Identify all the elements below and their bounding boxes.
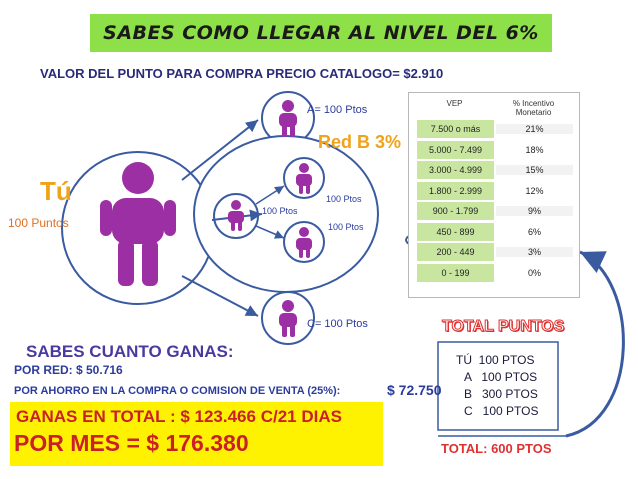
tu-person-icon (100, 162, 176, 286)
points-item-b: B 300 PTOS (464, 387, 538, 401)
vep-cell: 3.000 - 4.999 (417, 161, 494, 180)
table-row: 7.500 o más 21% (415, 119, 573, 140)
arrow-b-bottom (255, 225, 285, 239)
vep-cell: 5.000 - 7.499 (417, 140, 494, 159)
b-center-points: 100 Ptos (262, 206, 298, 216)
points-item-a: A 100 PTOS (464, 370, 538, 384)
table-row: 5.000 - 7.499 18% (415, 140, 573, 161)
tu-points: 100 Puntos (8, 216, 69, 230)
earnings-highlight-box (10, 402, 383, 466)
b-top-points: 100 Ptos (326, 194, 362, 204)
b-center-person-icon (228, 200, 244, 231)
incentive-cell: 15% (496, 165, 573, 176)
points-item-c: C 100 PTOS (464, 404, 539, 418)
incentive-table: VEP % Incentivo Monetario 7.500 o más 21%… (408, 92, 580, 298)
incentive-cell: 3% (496, 247, 573, 258)
red-b-label: Red B 3% (318, 132, 402, 152)
points-item-tu: TÚ 100 PTOS (456, 353, 535, 367)
table-header: VEP % Incentivo Monetario (415, 97, 573, 119)
monthly-earnings-line: POR MES = $ 176.380 (14, 430, 249, 456)
b-top-person-icon (296, 163, 312, 194)
vep-cell: 7.500 o más (417, 120, 494, 139)
table-row: 3.000 - 4.999 15% (415, 160, 573, 181)
table-row-highlighted: 450 - 899 6% (415, 222, 573, 243)
b-bottom-person-icon (296, 227, 312, 258)
curved-arrow (565, 250, 625, 438)
incentive-cell: 6% (527, 226, 541, 237)
table-row: 0 - 199 0% (415, 263, 573, 284)
c-person-icon (279, 300, 297, 337)
incentive-cell: 12% (525, 185, 544, 196)
incentive-cell: 0% (527, 267, 541, 278)
tu-label: Tú (40, 176, 72, 206)
vep-cell: 1.800 - 2.999 (417, 181, 494, 200)
b-bottom-points: 100 Ptos (328, 222, 364, 232)
incentive-cell: 18% (525, 144, 544, 155)
table-header-vep: VEP (446, 99, 463, 108)
a-points-label: A= 100 Ptos (307, 104, 368, 116)
total-box-border (437, 341, 559, 431)
earnings-question: SABES CUANTO GANAS: (26, 342, 234, 361)
vep-cell: 450 - 899 (417, 222, 494, 241)
c-points-label: C= 100 Ptos (307, 318, 368, 330)
incentive-cell: 21% (496, 124, 573, 135)
total-puntos-list: TÚ 100 PTOS A 100 PTOS B 300 PTOS C 100 … (456, 352, 538, 420)
vep-cell: 200 - 449 (417, 243, 494, 262)
savings-amount: $ 72.750 (387, 382, 442, 398)
vep-cell: 0 - 199 (417, 263, 494, 282)
vep-cell: 900 - 1.799 (417, 202, 494, 221)
arrow-to-a (181, 119, 259, 181)
arrow-to-c (181, 275, 259, 317)
table-header-incentive: % Incentivo Monetario (512, 99, 555, 117)
table-row: 1.800 - 2.999 12% (415, 181, 573, 202)
arrow-b-top (255, 185, 285, 205)
total-puntos-title: TOTAL PUNTOS (441, 318, 565, 336)
network-earnings: POR RED: $ 50.716 (14, 363, 123, 377)
total-points-final: TOTAL: 600 PTOS (441, 441, 552, 456)
incentive-cell: 9% (496, 206, 573, 217)
a-person-icon (279, 100, 297, 137)
savings-label: POR AHORRO EN LA COMPRA O COMISION DE VE… (14, 385, 341, 397)
point-value-subtitle: VALOR DEL PUNTO PARA COMPRA PRECIO CATAL… (40, 66, 444, 81)
title-banner: SABES COMO LLEGAR AL NIVEL DEL 6% (90, 14, 552, 52)
page-title: SABES COMO LLEGAR AL NIVEL DEL 6% (103, 22, 539, 44)
table-row: 200 - 449 3% (415, 242, 573, 263)
table-row: 900 - 1.799 9% (415, 201, 573, 222)
total-earnings-line: GANAS EN TOTAL : $ 123.466 C/21 DIAS (16, 407, 342, 426)
